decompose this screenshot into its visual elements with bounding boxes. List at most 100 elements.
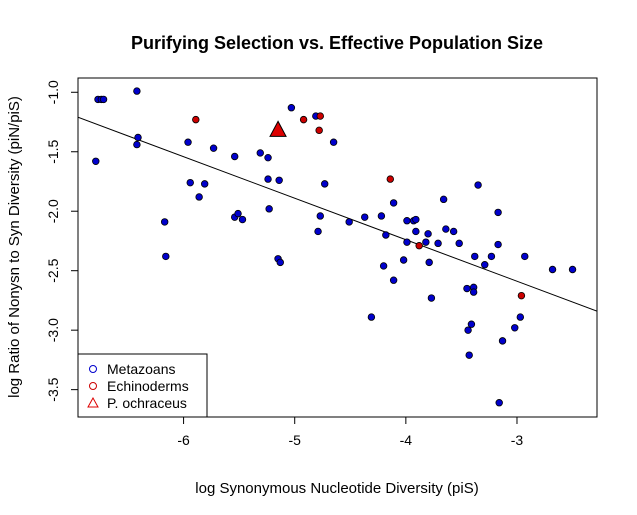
legend-box xyxy=(77,353,208,418)
legend-marker-metazoans xyxy=(89,365,97,373)
point-metazoans-25 xyxy=(287,104,296,112)
point-metazoans-48 xyxy=(427,294,436,302)
point-metazoans-69 xyxy=(516,313,525,321)
y-tick-label: -3.5 xyxy=(45,377,61,401)
legend: Metazoans Echinoderms P. ochraceus xyxy=(77,353,208,418)
y-axis: -1.0 -1.5 -2.0 -2.5 -3.0 -3.5 xyxy=(45,80,79,402)
point-metazoans-65 xyxy=(494,240,502,249)
chart-title: Purifying Selection vs. Effective Popula… xyxy=(131,33,543,53)
point-metazoans-18 xyxy=(256,149,264,157)
y-tick-label: -1.0 xyxy=(45,80,61,104)
legend-label-echinoderms: Echinoderms xyxy=(107,378,189,394)
point-metazoans-40 xyxy=(403,217,411,225)
plot-area xyxy=(78,87,597,407)
y-tick-label: -2.5 xyxy=(45,258,61,282)
point-metazoans-9 xyxy=(184,138,192,146)
point-echinoderms-5 xyxy=(415,242,423,250)
point-metazoans-32 xyxy=(361,213,369,221)
point-metazoans-34 xyxy=(377,212,386,220)
point-metazoans-59 xyxy=(469,288,478,296)
point-metazoans-47 xyxy=(425,258,433,267)
point-metazoans-51 xyxy=(442,225,450,233)
x-tick-label: -3 xyxy=(511,432,524,448)
point-metazoans-4 xyxy=(92,157,100,165)
point-metazoans-39 xyxy=(399,256,408,264)
legend-label-ochraceus: P. ochraceus xyxy=(107,395,187,411)
x-axis: -6 -5 -4 -3 xyxy=(177,416,524,448)
point-metazoans-35 xyxy=(379,262,388,270)
point-metazoans-5 xyxy=(134,133,142,142)
point-metazoans-14 xyxy=(231,152,239,161)
point-metazoans-67 xyxy=(498,337,507,345)
point-metazoans-66 xyxy=(495,399,503,407)
point-metazoans-53 xyxy=(455,239,463,248)
legend-marker-ochraceus xyxy=(87,396,99,408)
y-axis-label: log Ratio of Nonysn to Syn Diversity (pi… xyxy=(6,96,23,398)
point-metazoans-45 xyxy=(422,238,430,246)
x-axis-label: log Synonymous Nucleotide Diversity (piS… xyxy=(195,480,478,497)
point-metazoans-52 xyxy=(449,227,458,236)
point-metazoans-70 xyxy=(521,252,529,261)
point-metazoans-31 xyxy=(345,218,353,226)
point-metazoans-13 xyxy=(209,144,218,152)
point-metazoans-50 xyxy=(439,195,448,204)
point-echinoderms-3 xyxy=(315,126,323,135)
regression-line xyxy=(78,116,597,312)
point-metazoans-56 xyxy=(465,351,473,359)
point-metazoans-8 xyxy=(162,252,170,261)
point-metazoans-37 xyxy=(389,199,398,207)
point-echinoderms-0 xyxy=(192,115,200,124)
x-tick-label: -5 xyxy=(288,432,301,448)
point-metazoans-49 xyxy=(434,239,442,248)
point-metazoans-24 xyxy=(276,258,284,267)
point-metazoans-64 xyxy=(494,208,502,217)
x-tick-label: -6 xyxy=(177,432,190,448)
point-metazoans-10 xyxy=(186,178,194,187)
point-metazoans-71 xyxy=(548,265,557,274)
y-tick-label: -1.5 xyxy=(45,139,61,163)
point-echinoderms-4 xyxy=(386,175,394,183)
legend-marker-echinoderms xyxy=(89,382,97,390)
point-metazoans-63 xyxy=(487,252,496,261)
point-metazoans-54 xyxy=(463,284,471,293)
point-metazoans-3 xyxy=(133,87,141,95)
point-metazoans-7 xyxy=(160,218,169,226)
point-metazoans-22 xyxy=(275,176,283,184)
point-echinoderms-6 xyxy=(517,291,526,300)
point-metazoans-68 xyxy=(511,324,519,332)
point-metazoans-33 xyxy=(367,313,376,321)
point-metazoans-55 xyxy=(464,326,472,334)
y-tick-label: -2.0 xyxy=(45,199,61,223)
point-metazoans-36 xyxy=(382,231,390,239)
point-metazoans-21 xyxy=(265,205,273,213)
point-metazoans-2 xyxy=(99,95,108,104)
y-tick-label: -3.0 xyxy=(45,318,61,342)
point-metazoans-38 xyxy=(389,276,398,284)
point-metazoans-57 xyxy=(467,320,476,328)
point-metazoans-11 xyxy=(195,193,203,201)
point-metazoans-16 xyxy=(234,209,242,218)
legend-label-metazoans: Metazoans xyxy=(107,361,175,377)
point-metazoans-6 xyxy=(133,140,141,149)
point-p-ochraceus-0 xyxy=(269,120,287,137)
point-metazoans-12 xyxy=(200,180,209,188)
point-metazoans-46 xyxy=(424,230,432,238)
point-metazoans-41 xyxy=(403,238,411,246)
point-metazoans-43 xyxy=(412,215,420,224)
point-metazoans-20 xyxy=(264,175,272,183)
point-metazoans-30 xyxy=(329,138,338,146)
point-metazoans-19 xyxy=(264,153,272,162)
x-tick-label: -4 xyxy=(400,432,413,448)
point-echinoderms-2 xyxy=(316,112,324,120)
point-metazoans-61 xyxy=(474,181,482,189)
point-metazoans-27 xyxy=(314,227,322,236)
point-metazoans-44 xyxy=(412,227,420,236)
point-metazoans-62 xyxy=(481,261,489,269)
point-echinoderms-1 xyxy=(299,115,308,124)
point-metazoans-60 xyxy=(471,252,479,261)
point-metazoans-72 xyxy=(568,265,577,274)
point-metazoans-17 xyxy=(238,215,247,224)
point-metazoans-28 xyxy=(316,212,324,220)
point-metazoans-29 xyxy=(321,180,329,188)
